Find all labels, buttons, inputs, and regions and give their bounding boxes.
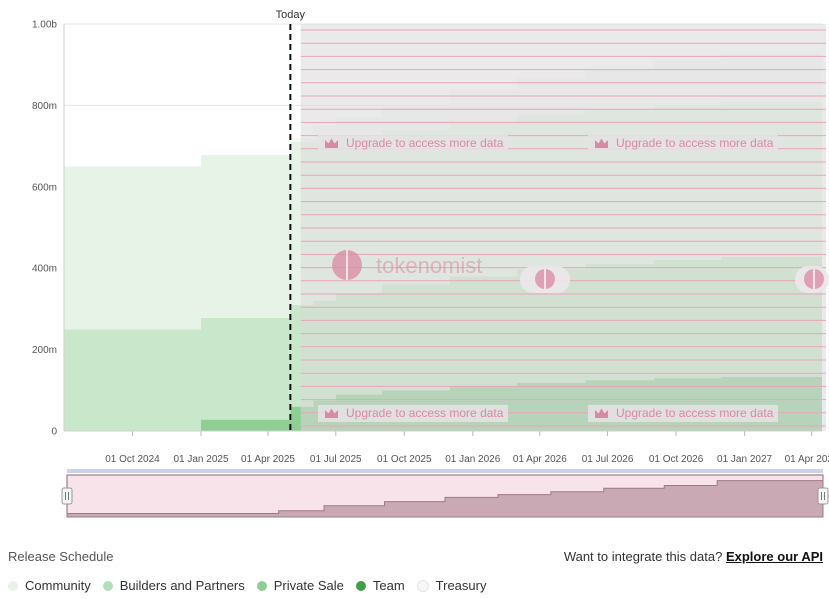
explore-api-link[interactable]: Explore our API	[725, 549, 823, 564]
x-tick-label: 01 Oct 2026	[649, 454, 704, 465]
range-navigator[interactable]	[61, 469, 829, 518]
watermark: Upgrade to access more data Upgrade to ac…	[318, 135, 829, 422]
legend-item-community[interactable]: Community	[8, 578, 91, 593]
crown-icon	[595, 138, 608, 148]
x-tick-label: 01 Jan 2025	[173, 454, 228, 465]
legend-label: Treasury	[435, 578, 487, 593]
crown-icon	[595, 408, 608, 418]
legend: Community Builders and Partners Private …	[8, 578, 486, 593]
locked-data-overlay	[300, 24, 826, 431]
y-tick-label: 800m	[32, 101, 57, 112]
legend-dot-icon	[355, 580, 366, 591]
upgrade-label-bg	[588, 135, 778, 152]
x-tick-label: 01 Oct 2025	[377, 454, 432, 465]
y-tick-label: 1.00b	[32, 20, 57, 31]
release-schedule-chart: Upgrade to access more data Upgrade to ac…	[32, 9, 829, 518]
y-tick-label: 0	[51, 427, 57, 438]
y-tick-label: 400m	[32, 264, 57, 275]
navigator-right-handle[interactable]	[817, 487, 829, 505]
x-tick-label: 01 Apr 2026	[513, 454, 567, 465]
legend-item-private-sale[interactable]: Private Sale	[256, 578, 344, 593]
upgrade-label: Upgrade to access more data	[346, 406, 504, 420]
upgrade-label-bg	[588, 405, 778, 422]
upgrade-label-bg	[318, 405, 508, 422]
integrate-prompt: Want to integrate this data? Explore our…	[564, 549, 823, 564]
legend-label: Team	[372, 578, 405, 593]
x-tick-label: 01 Jan 2026	[445, 454, 500, 465]
upgrade-label-bg	[318, 135, 508, 152]
y-tick-label: 600m	[32, 182, 57, 193]
legend-item-treasury[interactable]: Treasury	[416, 578, 487, 593]
y-tick-label: 200m	[32, 345, 57, 356]
upgrade-label: Upgrade to access more data	[616, 406, 774, 420]
x-tick-label: 01 Apr 2027	[785, 454, 829, 465]
crown-icon	[325, 408, 338, 418]
navigator-left-handle[interactable]	[61, 487, 73, 505]
legend-dot-icon	[256, 580, 267, 591]
x-tick-label: 01 Oct 2024	[105, 454, 160, 465]
x-tick-label: 01 Jul 2026	[582, 454, 634, 465]
legend-dot-icon	[102, 580, 113, 591]
upgrade-label: Upgrade to access more data	[346, 136, 504, 150]
today-label: Today	[276, 9, 306, 21]
axes: 0 200m 400m 600m 800m 1.00b 01 Oct 2024 01 Jan …	[32, 20, 829, 466]
upgrade-label: Upgrade to access more data	[616, 136, 774, 150]
legend-item-team[interactable]: Team	[355, 578, 405, 593]
navigator-area	[66, 479, 824, 518]
chart-title: Release Schedule	[8, 549, 114, 564]
legend-label: Builders and Partners	[119, 578, 245, 593]
legend-dot-icon	[416, 579, 429, 592]
integrate-text: Want to integrate this data?	[563, 549, 723, 564]
crown-icon	[325, 138, 338, 148]
brand-watermark: tokenomist	[376, 253, 482, 278]
legend-dot-icon	[8, 580, 18, 591]
legend-item-builders-and-partners[interactable]: Builders and Partners	[102, 578, 245, 593]
legend-label: Private Sale	[273, 578, 344, 593]
x-tick-label: 01 Jul 2025	[310, 454, 362, 465]
x-tick-label: 01 Jan 2027	[717, 454, 772, 465]
navigator-scrollbar	[67, 469, 823, 473]
x-tick-label: 01 Apr 2025	[241, 454, 295, 465]
legend-label: Community	[25, 578, 91, 593]
today-marker: Today	[276, 9, 306, 431]
